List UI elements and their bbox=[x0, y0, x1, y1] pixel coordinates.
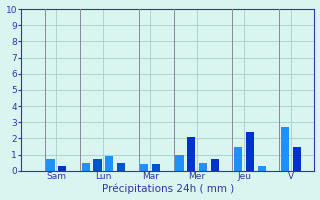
Bar bbox=[281, 127, 289, 171]
Bar bbox=[199, 163, 207, 171]
Bar bbox=[293, 147, 301, 171]
Bar bbox=[140, 164, 148, 171]
Bar bbox=[152, 164, 160, 171]
Bar bbox=[234, 147, 242, 171]
Bar bbox=[105, 156, 113, 171]
Bar bbox=[246, 132, 254, 171]
X-axis label: Précipitations 24h ( mm ): Précipitations 24h ( mm ) bbox=[102, 184, 234, 194]
Bar bbox=[211, 159, 219, 171]
Bar bbox=[58, 166, 66, 171]
Bar bbox=[187, 137, 196, 171]
Bar bbox=[117, 163, 125, 171]
Bar bbox=[175, 155, 184, 171]
Bar bbox=[46, 159, 55, 171]
Bar bbox=[258, 166, 266, 171]
Bar bbox=[82, 163, 90, 171]
Bar bbox=[93, 159, 101, 171]
